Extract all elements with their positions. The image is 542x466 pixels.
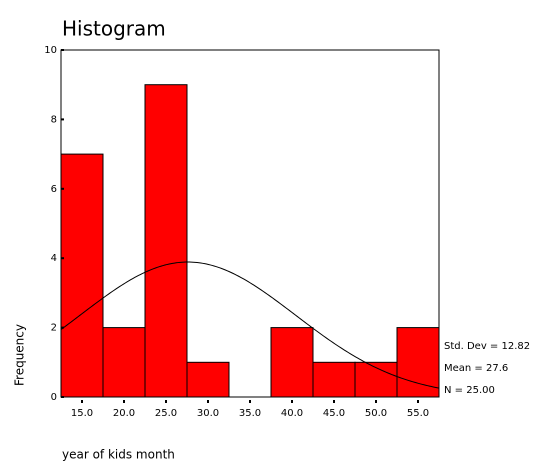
bar — [102, 327, 146, 398]
y-tick-label: 2 — [51, 323, 57, 334]
x-tick-label: 20.0 — [113, 408, 135, 419]
bar — [60, 153, 104, 398]
normal-curve — [60, 261, 440, 389]
y-tick-label: 8 — [51, 114, 57, 125]
x-tick-label: 30.0 — [197, 408, 219, 419]
y-tick-label: 10 — [44, 45, 57, 56]
x-tick-label: 45.0 — [323, 408, 345, 419]
x-tick-label: 55.0 — [407, 408, 429, 419]
x-axis-label: year of kids month — [62, 448, 175, 462]
x-tick-label: 15.0 — [71, 408, 93, 419]
stat-label: Std. Dev = 12.82 — [444, 341, 530, 352]
y-axis-label: Frequency — [13, 324, 27, 386]
stat-label: N = 25.00 — [444, 385, 495, 396]
x-tick-label: 50.0 — [365, 408, 387, 419]
x-tick-label: 40.0 — [281, 408, 303, 419]
stat-label: Mean = 27.6 — [444, 363, 508, 374]
plot-frame — [60, 49, 440, 398]
y-tick-label: 6 — [51, 184, 57, 195]
chart-title: Histogram — [62, 17, 166, 41]
y-tick-label: 4 — [51, 253, 57, 264]
bar — [186, 361, 230, 398]
bar — [312, 361, 356, 398]
x-tick-label: 35.0 — [239, 408, 261, 419]
bar — [396, 327, 440, 398]
y-tick-label: 0 — [51, 392, 57, 403]
x-tick-label: 25.0 — [155, 408, 177, 419]
bar — [144, 84, 188, 398]
bar — [270, 327, 314, 398]
